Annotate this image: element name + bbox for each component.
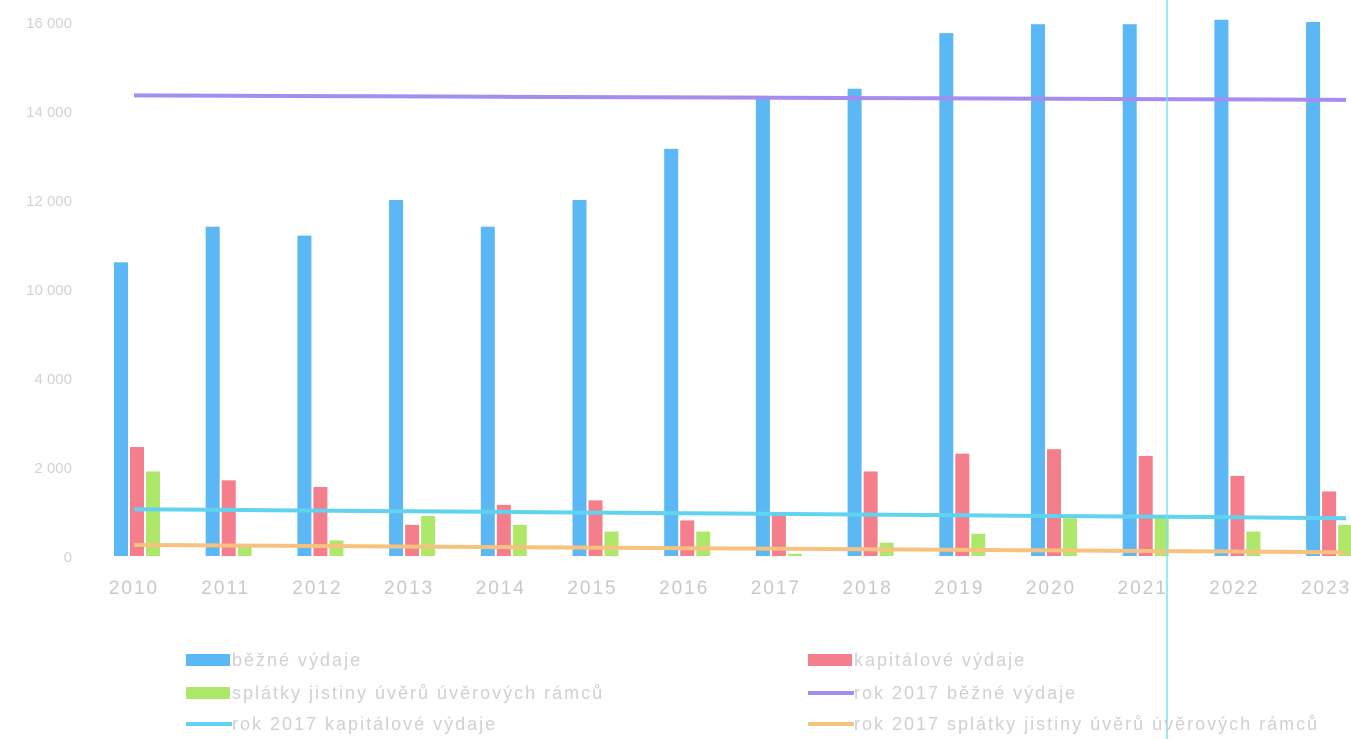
legend-swatch xyxy=(186,687,230,699)
x-tick-label: 2021 xyxy=(1118,578,1168,599)
legend-label: rok 2017 kapitálové výdaje xyxy=(232,714,497,734)
bar-běžné-výdaje-2020 xyxy=(1031,24,1045,557)
line-rok-2017-splátky-jistiny-úvěrů-úvěrových-rámců xyxy=(133,542,1347,555)
legend-label: splátky jistiny úvěrů úvěrových rámců xyxy=(232,683,604,703)
bar-běžné-výdaje-2018 xyxy=(847,88,862,556)
bar-splátky-jistiny-úvěrů-úvěrových-rámců-2013 xyxy=(421,515,436,556)
y-tick-label: 12 000 xyxy=(26,193,72,210)
bar-kapitálové-výdaje-2019 xyxy=(955,453,970,556)
legend-label: běžné výdaje xyxy=(232,650,362,670)
legend-item: rok 2017 běžné výdaje xyxy=(808,683,1077,703)
x-tick-label: 2012 xyxy=(292,578,342,599)
y-tick-label: 14 000 xyxy=(26,104,72,121)
x-tick-label: 2019 xyxy=(934,578,984,599)
y-tick-label: 16 000 xyxy=(26,15,72,32)
bar-kapitálové-výdaje-2023 xyxy=(1322,491,1337,556)
bar-splátky-jistiny-úvěrů-úvěrových-rámců-2021 xyxy=(1154,518,1169,556)
bar-běžné-výdaje-2016 xyxy=(664,148,679,556)
bar-splátky-jistiny-úvěrů-úvěrových-rámců-2014 xyxy=(512,524,527,556)
bar-splátky-jistiny-úvěrů-úvěrových-rámců-2020 xyxy=(1063,518,1077,556)
x-tick-label: 2014 xyxy=(476,578,526,599)
bar-kapitálové-výdaje-2010 xyxy=(130,446,144,556)
x-tick-label: 2022 xyxy=(1209,578,1259,599)
bar-běžné-výdaje-2022 xyxy=(1214,19,1229,556)
bars xyxy=(114,19,1351,557)
bar-splátky-jistiny-úvěrů-úvěrových-rámců-2012 xyxy=(329,540,344,556)
bar-kapitálové-výdaje-2021 xyxy=(1138,455,1153,556)
legend-item: rok 2017 splátky jistiny úvěrů úvěrových… xyxy=(808,714,1319,734)
reference-lines xyxy=(133,93,1347,555)
y-tick-label: 2 000 xyxy=(34,460,72,477)
bar-běžné-výdaje-2010 xyxy=(114,262,128,556)
x-tick-label: 2015 xyxy=(567,578,617,599)
x-tick-label: 2017 xyxy=(751,578,801,599)
legend: běžné výdaje kapitálové výdaje splátky jis… xyxy=(186,650,1319,734)
bar-běžné-výdaje-2014 xyxy=(480,226,495,556)
bar-splátky-jistiny-úvěrů-úvěrových-rámců-2010 xyxy=(146,471,160,556)
legend-swatch xyxy=(808,654,852,666)
legend-item: rok 2017 kapitálové výdaje xyxy=(186,714,497,734)
legend-item: kapitálové výdaje xyxy=(808,650,1026,670)
legend-item: běžné výdaje xyxy=(186,650,362,670)
y-tick-label: 4 000 xyxy=(34,371,72,388)
bar-splátky-jistiny-úvěrů-úvěrových-rámců-2011 xyxy=(237,544,252,556)
bar-běžné-výdaje-2012 xyxy=(297,235,312,556)
y-tick-label: 0 xyxy=(64,549,72,566)
bar-běžné-výdaje-2015 xyxy=(572,200,587,556)
bar-kapitálové-výdaje-2014 xyxy=(496,504,511,556)
y-tick-label: 10 000 xyxy=(26,282,72,299)
x-tick-label: 2010 xyxy=(109,578,159,599)
line-rok-2017-běžné-výdaje xyxy=(133,93,1347,102)
bar-kapitálové-výdaje-2013 xyxy=(405,524,420,556)
x-tick-label: 2018 xyxy=(842,578,892,599)
bar-běžné-výdaje-2021 xyxy=(1122,24,1137,557)
bar-splátky-jistiny-úvěrů-úvěrových-rámců-2016 xyxy=(696,531,711,556)
legend-label: rok 2017 běžné výdaje xyxy=(854,683,1077,703)
bar-kapitálové-výdaje-2012 xyxy=(313,487,328,556)
bar-kapitálové-výdaje-2016 xyxy=(680,520,695,556)
bar-kapitálové-výdaje-2017 xyxy=(771,513,786,556)
x-axis-ticks: 2010 2011 2012 2013 2014 2015 2016 2017 2018 2019… xyxy=(109,578,1351,599)
bar-běžné-výdaje-2011 xyxy=(205,226,220,556)
bar-kapitálové-výdaje-2020 xyxy=(1047,449,1061,556)
bar-splátky-jistiny-úvěrů-úvěrových-rámců-2017 xyxy=(787,553,802,556)
bar-běžné-výdaje-2017 xyxy=(755,97,770,557)
bar-běžné-výdaje-2023 xyxy=(1306,22,1321,556)
x-tick-label: 2023 xyxy=(1301,578,1351,599)
legend-label: kapitálové výdaje xyxy=(854,650,1026,670)
legend-item: splátky jistiny úvěrů úvěrových rámců xyxy=(186,683,604,703)
bar-splátky-jistiny-úvěrů-úvěrových-rámců-2019 xyxy=(971,533,986,556)
x-tick-label: 2016 xyxy=(659,578,709,599)
legend-swatch xyxy=(186,654,230,666)
x-tick-label: 2011 xyxy=(201,578,250,599)
bar-běžné-výdaje-2019 xyxy=(939,33,954,556)
bar-splátky-jistiny-úvěrů-úvěrových-rámců-2015 xyxy=(604,531,619,556)
y-axis-ticks: 0 2 000 4 000 10 000 12 000 14 000 16 000 xyxy=(26,15,72,566)
bar-splátky-jistiny-úvěrů-úvěrových-rámců-2023 xyxy=(1338,524,1351,556)
x-tick-label: 2020 xyxy=(1026,578,1076,599)
legend-label: rok 2017 splátky jistiny úvěrů úvěrových… xyxy=(854,714,1319,734)
bar-kapitálové-výdaje-2011 xyxy=(221,480,236,556)
x-tick-label: 2013 xyxy=(384,578,434,599)
line-rok-2017-kapitálové-výdaje xyxy=(133,507,1347,521)
bar-běžné-výdaje-2013 xyxy=(389,200,404,556)
